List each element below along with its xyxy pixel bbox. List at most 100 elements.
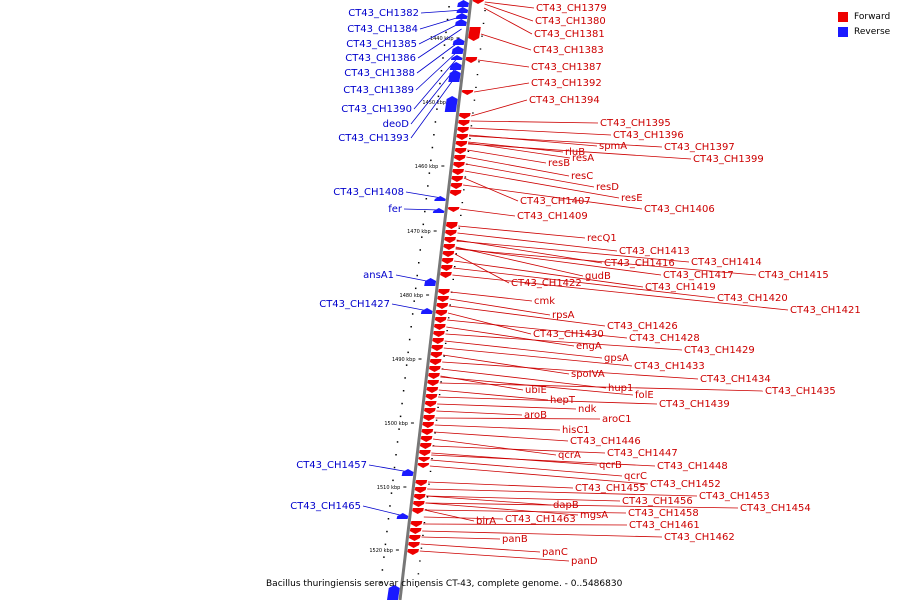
forward-gene-glyph [427,380,440,386]
forward-gene-glyph [417,463,430,468]
forward-gene-glyph [461,90,474,95]
gene-label-mgsa: mgsA [580,510,608,521]
forward-gene-glyph [418,457,430,462]
gene-label-ct43_ch1381: CT43_CH1381 [534,29,605,40]
forward-leader [467,149,547,164]
forward-gene-glyph [444,237,456,243]
gene-label-ndk: ndk [578,404,597,415]
forward-leader [421,536,501,540]
forward-gene-glyph [445,230,457,236]
reverse-swatch [838,26,848,37]
forward-gene-glyph [413,501,425,507]
gene-label-ct43_ch1389: CT43_CH1389 [343,85,414,96]
forward-gene-glyph [422,422,435,428]
gene-label-ct43_ch1409: CT43_CH1409 [517,211,588,222]
forward-leader [483,7,533,35]
gene-label-spma: spmA [599,141,627,152]
minor-tick-left [398,428,400,430]
minor-tick-left [405,364,408,366]
forward-leader [435,417,601,420]
forward-gene-glyph [440,265,453,271]
forward-leader [468,135,663,148]
gene-label-ct43_ch1426: CT43_CH1426 [607,321,678,332]
forward-gene-glyph [452,169,465,175]
forward-gene-glyph [472,0,484,4]
gene-label-ct43_ch1465: CT43_CH1465 [290,501,361,512]
gene-label-ct43_ch1395: CT43_CH1395 [600,118,671,129]
minor-tick-left [437,95,440,98]
gene-label-recq1: recQ1 [587,233,617,244]
forward-gene-glyph [442,251,455,257]
minor-tick-right [479,48,482,50]
gene-label-ct43_ch1427: CT43_CH1427 [319,299,390,310]
gene-label-resa: resA [572,153,594,164]
minor-tick-right [438,394,441,396]
forward-gene-glyph [451,176,464,182]
reverse-leader [415,49,460,91]
gene-label-ct43_ch1456: CT43_CH1456 [622,496,693,507]
reverse-gene-glyph [424,278,437,286]
forward-leader [448,305,606,327]
minor-tick-left [431,146,434,149]
minor-tick-left [446,18,449,21]
legend-forward: Forward [838,9,890,24]
forward-gene-glyph [436,303,449,309]
forward-leader [423,516,504,520]
gene-label-ct43_ch1388: CT43_CH1388 [344,68,415,79]
forward-gene-glyph [424,408,436,414]
forward-gene-glyph [415,480,428,486]
reverse-leader [420,9,464,14]
gene-label-resc: resC [571,171,593,182]
forward-gene-glyph [433,331,445,337]
gene-label-ct43_ch1382: CT43_CH1382 [348,8,419,19]
minor-tick-right [428,483,430,485]
gene-label-hup1: hup1 [608,383,633,394]
minor-tick-left [401,402,403,405]
gene-label-ct43_ch1458: CT43_CH1458 [628,508,699,519]
forward-gene-glyph [408,542,420,548]
gene-label-ct43_ch1387: CT43_CH1387 [531,62,602,73]
forward-leader [443,347,633,367]
reverse-leader [405,191,442,199]
minor-tick-right [437,406,439,408]
gene-label-ct43_ch1455: CT43_CH1455 [575,483,646,494]
forward-gene-glyph [468,27,481,41]
forward-gene-glyph [425,394,438,400]
gene-label-ct43_ch1429: CT43_CH1429 [684,345,755,356]
minor-tick-right [460,214,462,216]
gene-label-ct43_ch1399: CT43_CH1399 [693,154,764,165]
forward-leader [447,312,532,335]
forward-leader [457,232,618,252]
minor-tick-right [435,419,438,421]
reverse-gene-glyph [449,62,462,70]
forward-leader [455,247,662,276]
gene-label-ct43_ch1416: CT43_CH1416 [604,258,675,269]
forward-leader [450,291,533,302]
forward-leader [440,376,634,396]
minor-tick-left [425,198,428,200]
forward-leader [442,361,699,380]
gene-label-ct43_ch1417: CT43_CH1417 [663,270,734,281]
gene-label-ct43_ch1428: CT43_CH1428 [629,333,700,344]
forward-leader [452,274,789,311]
minor-tick-left [386,530,388,533]
forward-leader [425,502,579,516]
minor-tick-left [448,6,450,8]
gene-label-qcrc: qcrC [624,471,647,482]
gene-label-ct43_ch1419: CT43_CH1419 [645,282,716,293]
minor-tick-left [421,236,423,238]
forward-gene-glyph [430,352,443,358]
forward-gene-glyph [420,436,433,442]
gene-label-ct43_ch1384: CT43_CH1384 [347,24,418,35]
forward-leader [480,33,532,51]
minor-tick-right [444,342,447,344]
gene-label-rpsa: rpsA [552,310,575,321]
minor-tick-left [384,543,387,546]
scale-tick-label: 1490 kbp [392,357,416,363]
forward-leader [463,177,519,202]
minor-tick-right [473,99,476,101]
scale-tick-label: 1500 kbp [384,421,408,427]
forward-gene-glyph [453,162,465,168]
forward-gene-glyph [450,183,463,189]
minor-tick-left [395,454,397,456]
